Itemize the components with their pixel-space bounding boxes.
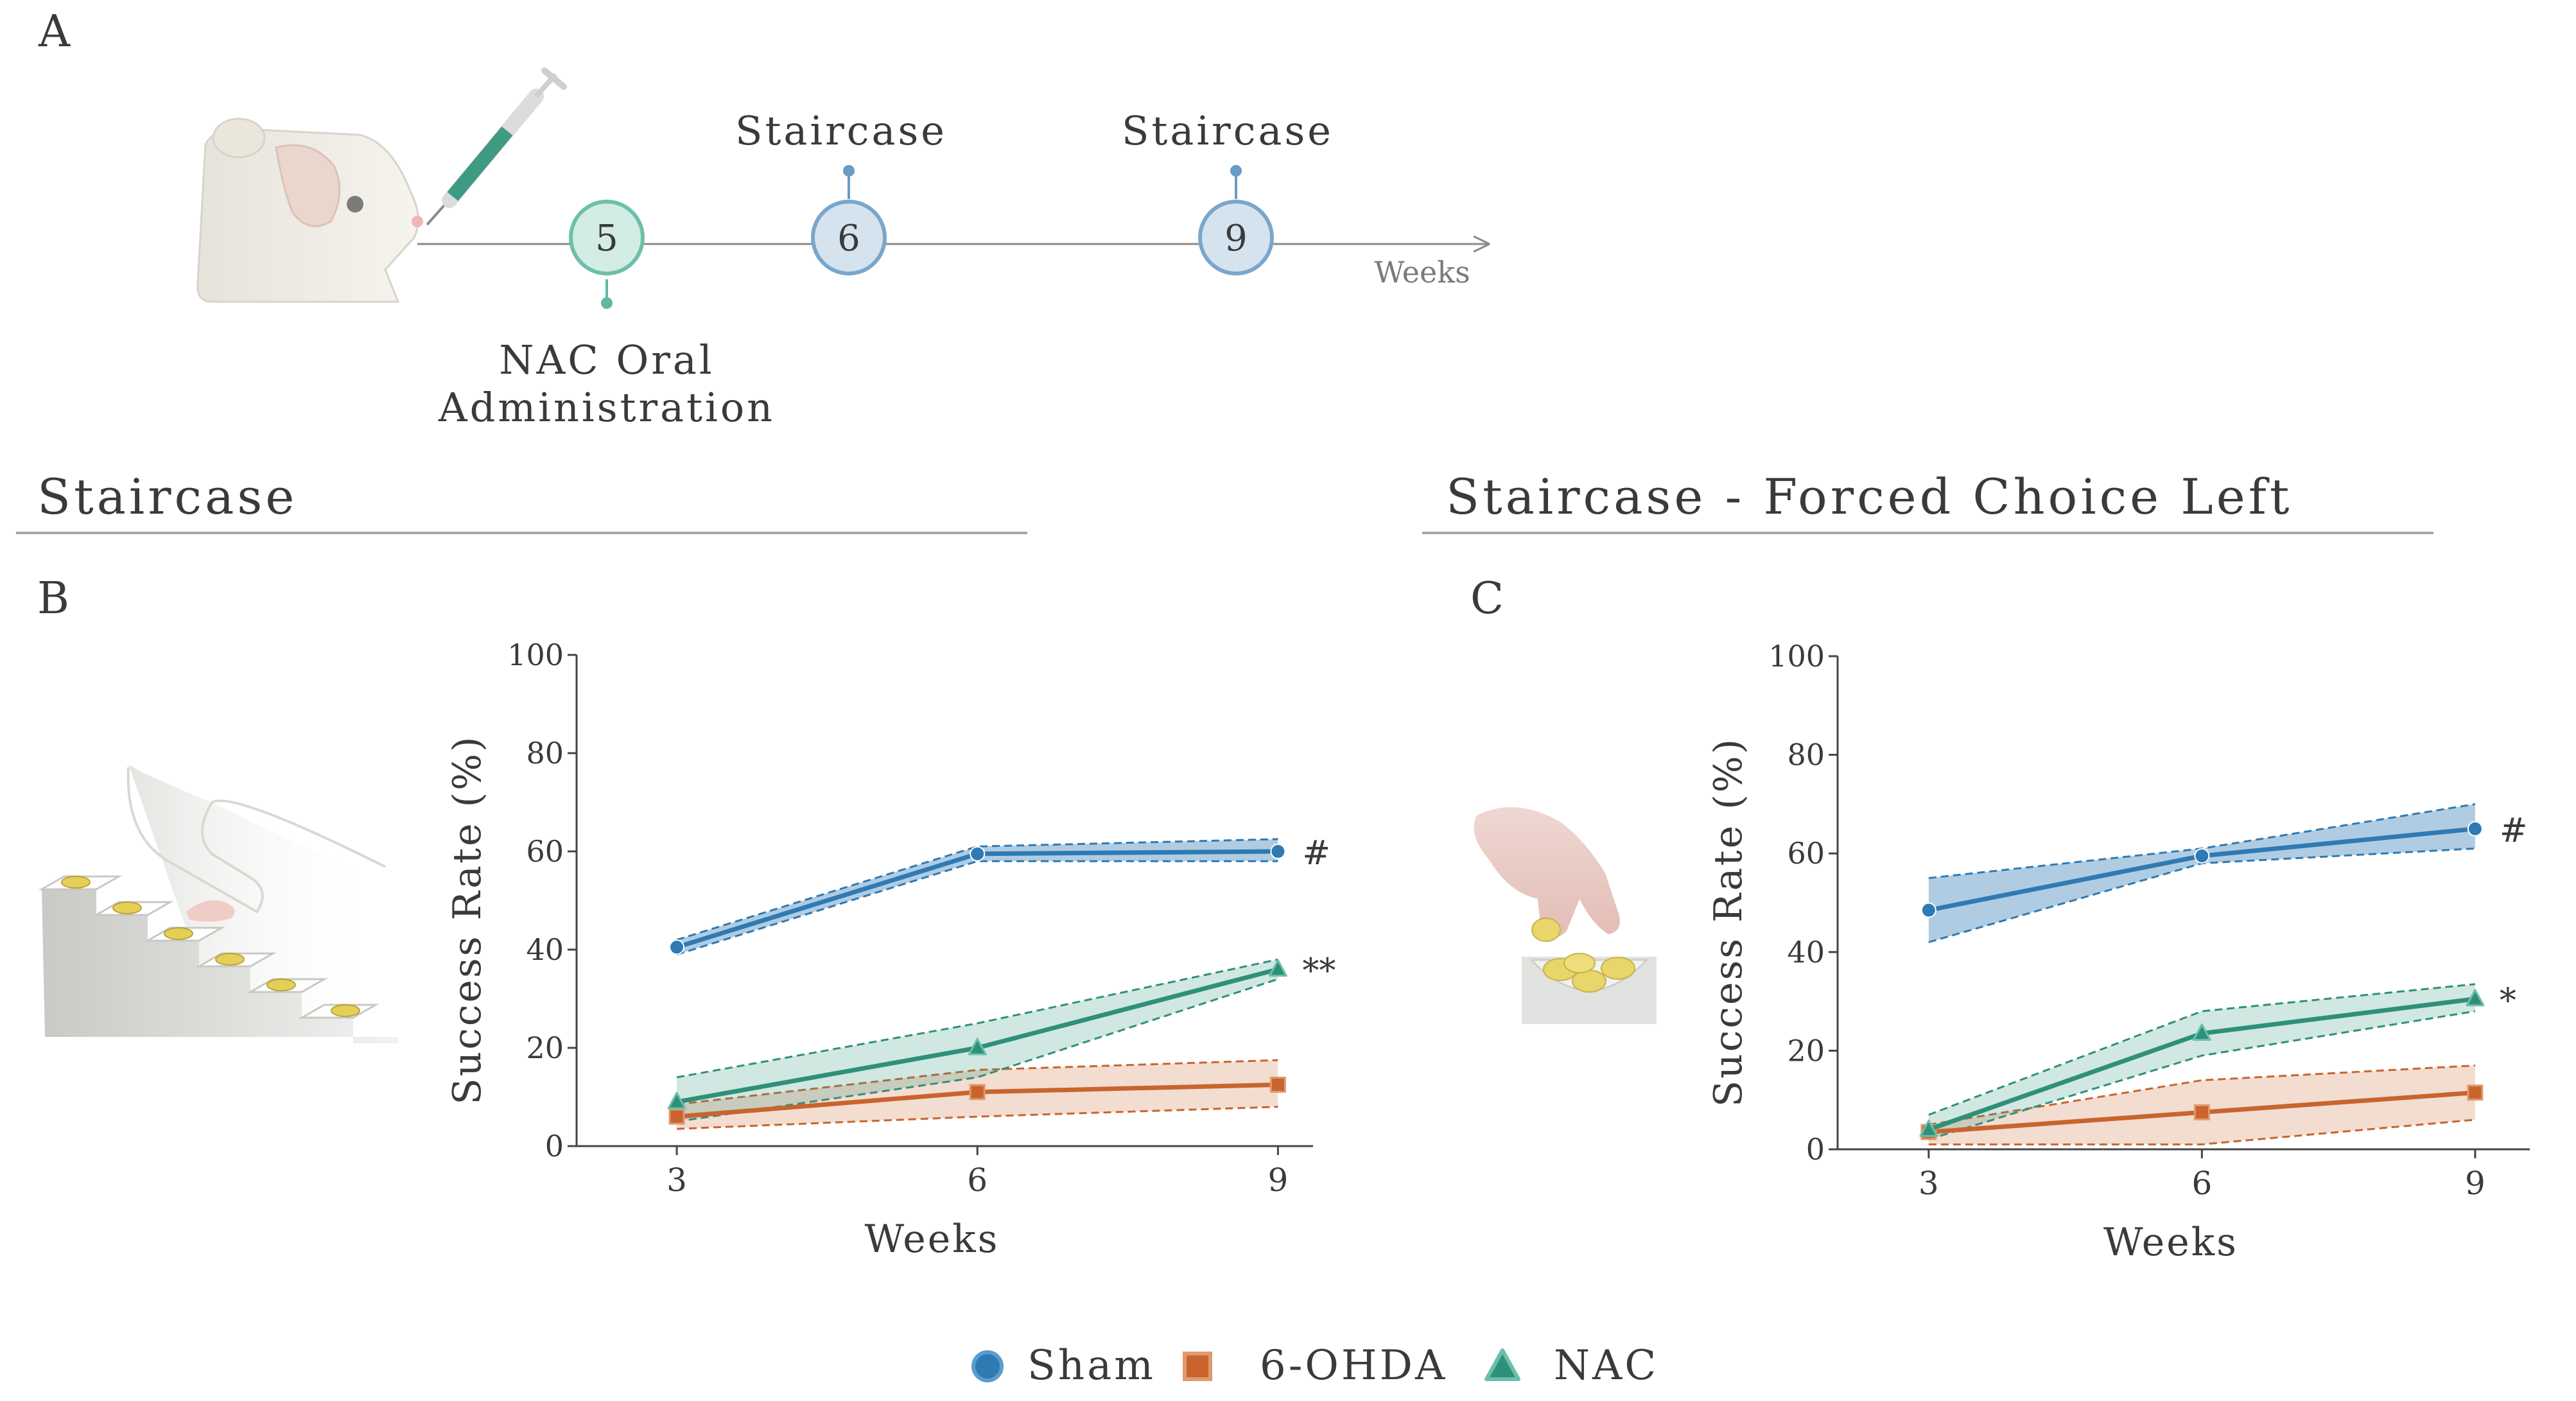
sham-band	[1928, 804, 2475, 943]
ohda-point	[969, 1084, 986, 1101]
sham-point	[669, 939, 685, 955]
hand-bowl-illustration	[1474, 807, 1657, 1024]
sham-point	[2194, 848, 2210, 864]
nac-label-line1: NAC Oral	[499, 336, 714, 383]
y-tick-label: 100	[1768, 639, 1825, 674]
legend-nac-label: NAC	[1554, 1342, 1658, 1389]
ohda-point	[2193, 1104, 2210, 1120]
y-tick-label: 40	[526, 932, 564, 967]
y-tick-label: 60	[526, 834, 564, 869]
y-axis-label: Success Rate (%)	[1706, 737, 1751, 1107]
nac-point	[2192, 1023, 2211, 1041]
y-tick-label: 0	[1806, 1132, 1825, 1167]
x-tick-label: 9	[1267, 1162, 1288, 1199]
sham-band-upper	[676, 838, 1278, 941]
ohda-band-lower	[1928, 1118, 2476, 1145]
sham-point	[970, 846, 986, 862]
y-tick-label: 80	[526, 736, 564, 770]
y-tick-label: 80	[1787, 738, 1825, 772]
chart-b: # ** 0 20 40 60 80 100 3 6 9 Weeks Success Rate (%)	[445, 638, 1336, 1262]
ohda-point	[668, 1108, 685, 1125]
legend-sham-label: Sham	[1027, 1342, 1156, 1389]
week-6-circle	[811, 200, 887, 275]
chart-c: # * 0 20 40 60 80 100 3 6 9 Weeks Success Rate (%)	[1706, 639, 2530, 1265]
sham-line	[676, 849, 1278, 950]
nac-band-upper	[676, 958, 1278, 1079]
legend-ohda-marker	[1183, 1352, 1212, 1381]
sham-point	[1920, 902, 1936, 918]
nac-point	[2466, 989, 2485, 1007]
week-6-dot	[843, 165, 855, 177]
legend: Sham 6-OHDA NAC	[971, 1342, 1658, 1389]
week-9-dot	[1230, 165, 1242, 177]
y-tick-label: 100	[507, 638, 564, 672]
panel-a: A Weeks 5 NAC Oral Administration	[38, 6, 1490, 431]
staircase-illustration	[38, 764, 398, 1043]
sham-significance: #	[2500, 812, 2528, 850]
y-tick-label: 20	[1787, 1033, 1825, 1068]
section-b-title: Staircase	[37, 468, 297, 525]
legend-sham-marker	[971, 1350, 1004, 1382]
sham-point	[1270, 844, 1286, 859]
ohda-band-upper	[1928, 1064, 2475, 1126]
x-tick-label: 3	[666, 1162, 687, 1199]
y-axis-label: Success Rate (%)	[445, 735, 490, 1105]
week-6-label: 6	[837, 218, 860, 259]
sham-significance: #	[1302, 834, 1330, 873]
y-tick-label: 60	[1787, 836, 1825, 871]
week-9-label: 9	[1224, 218, 1248, 259]
panel-c-letter: C	[1470, 573, 1504, 624]
y-tick-label: 40	[1787, 935, 1825, 970]
legend-nac-marker	[1484, 1348, 1520, 1381]
nac-significance: *	[2500, 982, 2516, 1020]
nac-point	[667, 1092, 686, 1109]
x-tick-label: 6	[2191, 1165, 2212, 1202]
x-tick-label: 3	[1919, 1165, 1939, 1202]
panel-b-letter: B	[37, 573, 69, 624]
nac-point	[1268, 959, 1287, 977]
nac-point	[968, 1038, 987, 1056]
timeline-axis-label: Weeks	[1374, 255, 1470, 290]
timeline-arrowhead	[1473, 235, 1490, 253]
week-9-circle	[1198, 200, 1274, 275]
sham-point	[2467, 821, 2483, 837]
y-tick-label: 20	[526, 1031, 564, 1065]
staircase-label-2: Staircase	[1122, 107, 1334, 154]
rat-head-illustration	[196, 117, 423, 303]
x-tick-label: 6	[967, 1162, 988, 1199]
ohda-point	[2467, 1084, 2484, 1101]
legend-ohda-label: 6-OHDA	[1260, 1342, 1447, 1389]
nac-band	[1928, 984, 2475, 1140]
staircase-label-1: Staircase	[735, 107, 947, 154]
sham-band-lower	[676, 860, 1278, 956]
nac-significance: **	[1302, 952, 1336, 991]
x-axis-label: Weeks	[865, 1217, 1000, 1262]
ohda-band-lower	[676, 1106, 1278, 1130]
panel-a-letter: A	[38, 6, 71, 57]
syringe-icon	[426, 67, 567, 226]
y-tick-label: 0	[545, 1129, 564, 1163]
ohda-point	[1269, 1076, 1286, 1093]
ohda-band-upper	[676, 1059, 1278, 1106]
x-tick-label: 9	[2465, 1165, 2485, 1202]
x-axis-label: Weeks	[2103, 1220, 2238, 1265]
nac-band-lower	[1928, 1010, 2476, 1141]
nac-point	[1919, 1119, 1938, 1137]
week-5-dot	[601, 297, 613, 309]
section-c-title: Staircase - Forced Choice Left	[1446, 468, 2292, 525]
nac-label-line2: Administration	[438, 384, 775, 431]
week-5-label: 5	[595, 218, 618, 259]
week-5-circle	[569, 200, 645, 275]
